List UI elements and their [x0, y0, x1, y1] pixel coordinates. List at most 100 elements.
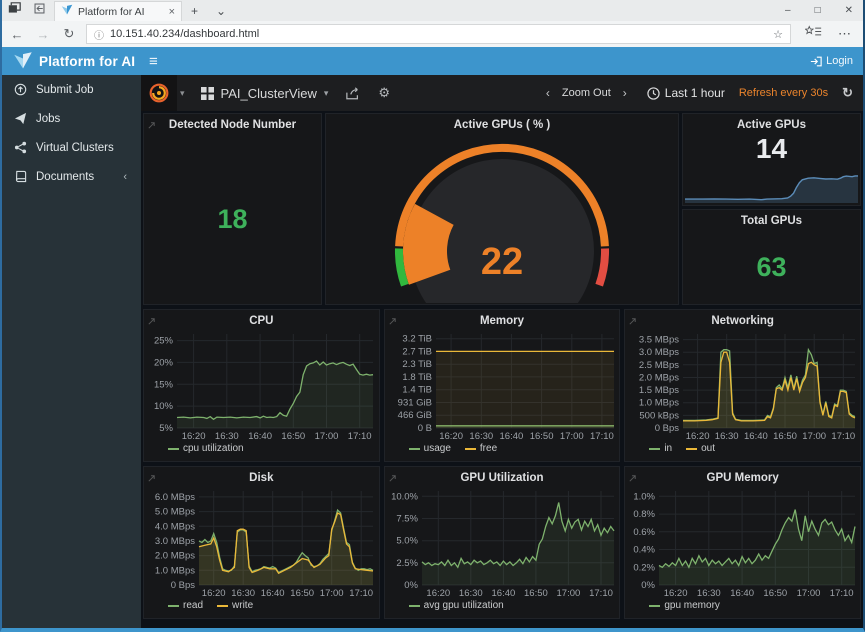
site-favicon	[61, 4, 73, 19]
forward-button[interactable]: →	[34, 27, 52, 42]
legend: cpu utilization	[144, 441, 379, 454]
submit-job-icon	[14, 83, 27, 96]
legend-item[interactable]: cpu utilization	[168, 443, 244, 454]
tab-title: Platform for AI	[78, 6, 164, 18]
panel-title[interactable]: Memory	[385, 310, 620, 330]
svg-text:16:50: 16:50	[773, 431, 797, 441]
svg-text:16:40: 16:40	[499, 431, 523, 441]
svg-text:1.0 MBps: 1.0 MBps	[155, 565, 195, 576]
svg-text:0.6%: 0.6%	[633, 527, 655, 538]
svg-text:16:50: 16:50	[530, 431, 554, 441]
panel-link-icon[interactable]	[388, 470, 397, 488]
documents-collapse-chevron[interactable]: ‹	[123, 171, 127, 183]
legend: gpu memory	[625, 598, 860, 611]
clock-icon	[647, 87, 660, 100]
sidebar-item-submit-job[interactable]: Submit Job	[2, 75, 141, 104]
favorites-hub-icon[interactable]	[799, 25, 828, 43]
svg-text:16:50: 16:50	[291, 588, 315, 598]
dashboard-settings-gear-icon[interactable]: ⚙	[378, 85, 390, 101]
panel-link-icon[interactable]	[388, 313, 397, 331]
new-tab-button[interactable]: +	[182, 0, 207, 21]
svg-text:2.5 MBps: 2.5 MBps	[639, 360, 679, 371]
login-button[interactable]: Login	[810, 55, 853, 67]
dashboard-picker[interactable]: PAI_ClusterView ▾	[201, 86, 329, 101]
legend-item[interactable]: read	[168, 600, 203, 611]
legend-item[interactable]: write	[217, 600, 253, 611]
legend-item[interactable]: usage	[409, 443, 451, 454]
time-range-picker[interactable]: Last 1 hour	[647, 86, 725, 100]
panel-link-icon[interactable]	[147, 470, 156, 488]
panel-title[interactable]: CPU	[144, 310, 379, 330]
sidebar-item-jobs[interactable]: Jobs	[2, 104, 141, 133]
window-maximize-button[interactable]: □	[803, 0, 833, 21]
legend-item[interactable]: free	[465, 443, 497, 454]
tab-close-icon[interactable]: ×	[169, 6, 175, 18]
panel-title[interactable]: Networking	[625, 310, 860, 330]
svg-text:0%: 0%	[641, 580, 655, 591]
panel-link-icon[interactable]	[147, 117, 156, 135]
back-button[interactable]: ←	[8, 27, 26, 42]
address-bar[interactable]: ⓘ 10.151.40.234/dashboard.html ☆	[86, 24, 791, 44]
panel-title[interactable]: Disk	[144, 467, 379, 487]
legend-item[interactable]: in	[649, 443, 672, 454]
gpu-utilization-graph[interactable]: 0%2.5%5.0%7.5%10.0%16:2016:3016:4016:501…	[386, 487, 618, 598]
svg-text:17:10: 17:10	[831, 431, 855, 441]
time-shift-left-icon[interactable]: ‹	[542, 86, 554, 100]
svg-text:20%: 20%	[154, 357, 174, 368]
svg-text:25%: 25%	[154, 336, 174, 347]
svg-text:0 B: 0 B	[418, 423, 432, 434]
svg-text:0.2%: 0.2%	[633, 562, 655, 573]
cpu-graph[interactable]: 5%10%15%20%25%16:2016:3016:4016:5017:001…	[145, 330, 377, 441]
window-minimize-button[interactable]: –	[773, 0, 803, 21]
tabs-set-aside-icon[interactable]	[33, 2, 46, 20]
panel-link-icon[interactable]	[628, 470, 637, 488]
hamburger-menu-icon[interactable]: ≡	[149, 53, 158, 70]
grafana-logo[interactable]	[141, 75, 177, 111]
more-options-icon[interactable]: ⋯	[832, 26, 857, 42]
grafana-toolbar: ▾ PAI_ClusterView ▾ ⚙ ‹ Zoom Out › Last …	[141, 75, 863, 111]
legend-item[interactable]: avg gpu utilization	[409, 600, 504, 611]
memory-graph[interactable]: 0 B466 GiB931 GiB1.4 TiB1.8 TiB2.3 TiB2.…	[386, 330, 618, 441]
sidebar-item-virtual-clusters[interactable]: Virtual Clusters	[2, 133, 141, 162]
site-info-icon[interactable]: ⓘ	[94, 27, 104, 42]
legend-item[interactable]: out	[686, 443, 715, 454]
svg-text:1.5 MBps: 1.5 MBps	[639, 385, 679, 396]
url-text[interactable]: 10.151.40.234/dashboard.html	[110, 28, 259, 40]
refresh-button[interactable]: ↻	[60, 26, 78, 42]
disk-graph[interactable]: 0 Bps1.0 MBps2.0 MBps3.0 MBps4.0 MBps5.0…	[145, 487, 377, 598]
panel-title[interactable]: GPU Memory	[625, 467, 860, 487]
panel-title[interactable]: GPU Utilization	[385, 467, 620, 487]
svg-text:17:10: 17:10	[350, 588, 374, 598]
refresh-dashboard-icon[interactable]: ↻	[842, 85, 853, 101]
set-tabs-aside-icon[interactable]	[8, 2, 21, 20]
panel-title[interactable]: Total GPUs	[683, 210, 860, 230]
zoom-out-button[interactable]: Zoom Out	[562, 87, 611, 99]
svg-text:1.4 TiB: 1.4 TiB	[402, 385, 432, 396]
add-favorite-star-icon[interactable]: ☆	[773, 28, 783, 41]
panel-link-icon[interactable]	[628, 313, 637, 331]
panel-title[interactable]: Active GPUs ( % )	[326, 114, 678, 134]
refresh-interval-button[interactable]: Refresh every 30s	[739, 87, 828, 99]
svg-text:16:30: 16:30	[215, 431, 239, 441]
share-dashboard-icon[interactable]	[346, 87, 360, 100]
time-shift-right-icon[interactable]: ›	[619, 86, 631, 100]
dashboard-caret-icon: ▾	[324, 88, 329, 99]
svg-text:16:30: 16:30	[469, 431, 493, 441]
networking-graph[interactable]: 0 Bps500 kBps1.0 MBps1.5 MBps2.0 MBps2.5…	[627, 330, 859, 441]
svg-text:17:00: 17:00	[802, 431, 826, 441]
tab-list-button[interactable]: ⌄	[207, 0, 235, 21]
sidebar-item-documents[interactable]: Documents ‹	[2, 162, 141, 191]
jobs-icon	[14, 112, 27, 125]
grafana-menu-caret[interactable]: ▾	[180, 88, 185, 99]
svg-text:16:30: 16:30	[459, 588, 483, 598]
svg-text:16:20: 16:20	[426, 588, 450, 598]
gpu-memory-graph[interactable]: 0%0.2%0.4%0.6%0.8%1.0%16:2016:3016:4016:…	[627, 487, 859, 598]
panel-link-icon[interactable]	[147, 313, 156, 331]
window-close-button[interactable]: ✕	[833, 0, 865, 21]
panel-cpu: CPU 5%10%15%20%25%16:2016:3016:4016:5017…	[143, 309, 380, 462]
svg-text:0 Bps: 0 Bps	[171, 580, 196, 591]
panel-title[interactable]: Detected Node Number	[144, 114, 321, 134]
legend-item[interactable]: gpu memory	[649, 600, 720, 611]
browser-tab[interactable]: Platform for AI ×	[54, 1, 182, 21]
svg-text:4.0 MBps: 4.0 MBps	[155, 521, 195, 532]
